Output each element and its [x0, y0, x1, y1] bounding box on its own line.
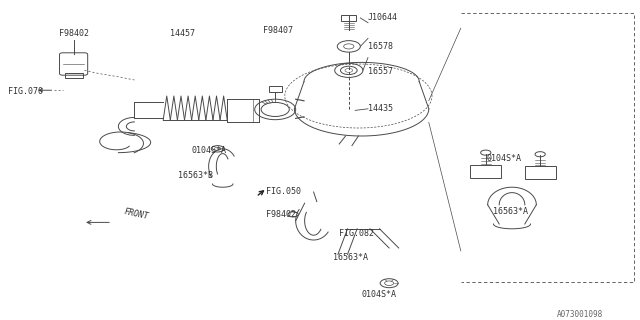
- Text: F98407: F98407: [264, 26, 293, 35]
- Text: 16563*A: 16563*A: [493, 207, 528, 216]
- Text: F98402: F98402: [59, 29, 88, 38]
- Bar: [269, 86, 282, 92]
- Text: FIG.070: FIG.070: [8, 87, 43, 96]
- Text: A073001098: A073001098: [557, 310, 603, 319]
- Text: J10644: J10644: [368, 13, 398, 22]
- Text: FRONT: FRONT: [123, 207, 149, 221]
- Text: 0104S*A: 0104S*A: [362, 290, 397, 299]
- Text: 16563*B: 16563*B: [178, 172, 213, 180]
- Bar: [341, 15, 356, 21]
- Bar: [65, 73, 83, 78]
- Text: F98402: F98402: [266, 210, 296, 219]
- Text: 14457: 14457: [170, 29, 195, 38]
- Text: 16557: 16557: [368, 68, 393, 76]
- Text: 14435: 14435: [368, 104, 393, 113]
- Bar: [470, 165, 501, 178]
- Text: 0104S*A: 0104S*A: [486, 154, 522, 163]
- Text: 16578: 16578: [368, 42, 393, 51]
- Text: FIG.050: FIG.050: [266, 188, 301, 196]
- Text: FIG.082: FIG.082: [339, 229, 374, 238]
- Bar: [525, 166, 556, 179]
- Text: 0104S*A: 0104S*A: [192, 146, 227, 155]
- Text: 16563*A: 16563*A: [333, 253, 368, 262]
